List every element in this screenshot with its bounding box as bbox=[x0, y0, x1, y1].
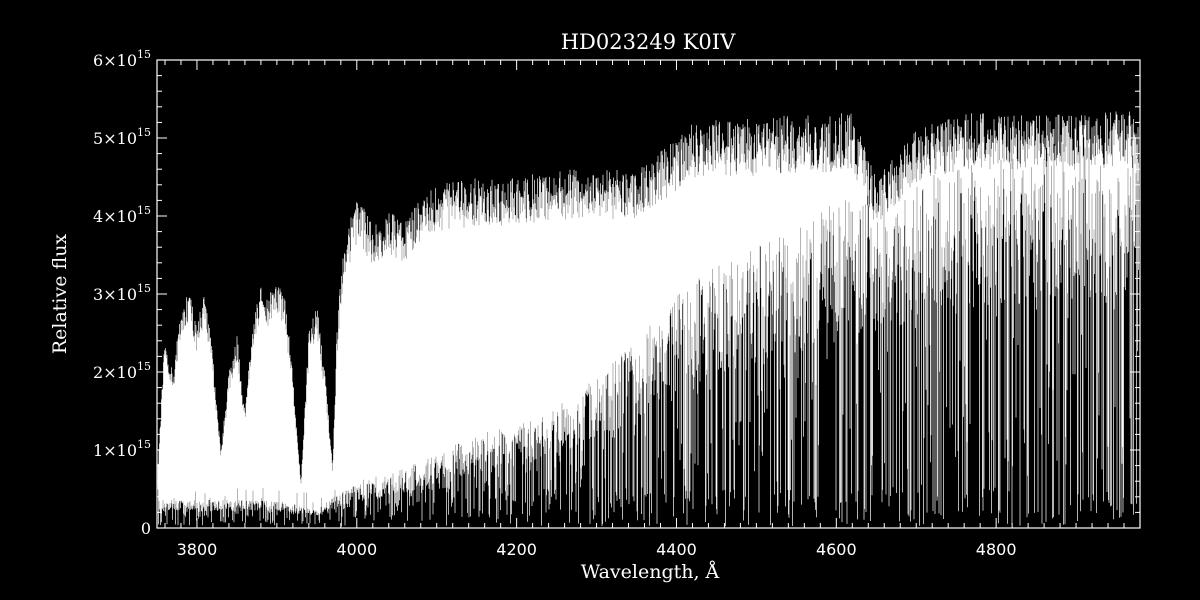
chart-title: HD023249 K0IV bbox=[561, 30, 736, 54]
y-tick-label: 0 bbox=[141, 519, 151, 538]
y-tick-label: 2×1015 bbox=[93, 360, 151, 382]
y-tick-label: 6×1015 bbox=[93, 48, 151, 70]
y-axis-label: Relative flux bbox=[49, 234, 71, 355]
x-tick-label: 4800 bbox=[976, 540, 1017, 559]
x-axis-label: Wavelength, Å bbox=[581, 561, 720, 583]
x-tick-label: 3800 bbox=[177, 540, 218, 559]
y-tick-label: 5×1015 bbox=[93, 126, 151, 148]
x-tick-label: 4400 bbox=[656, 540, 697, 559]
spectrum-line bbox=[157, 111, 1139, 527]
y-tick-label: 1×1015 bbox=[93, 438, 151, 460]
axes: 3800 4000 4200 4400 4600 4800 0 1×1015 2×1015 3×1… bbox=[93, 48, 1141, 559]
x-tick-label: 4200 bbox=[496, 540, 537, 559]
x-tick-label: 4000 bbox=[336, 540, 377, 559]
spectrum-series bbox=[157, 111, 1139, 527]
x-tick-label: 4600 bbox=[816, 540, 857, 559]
y-tick-label: 4×1015 bbox=[93, 204, 151, 226]
y-tick-label: 3×1015 bbox=[93, 282, 151, 304]
